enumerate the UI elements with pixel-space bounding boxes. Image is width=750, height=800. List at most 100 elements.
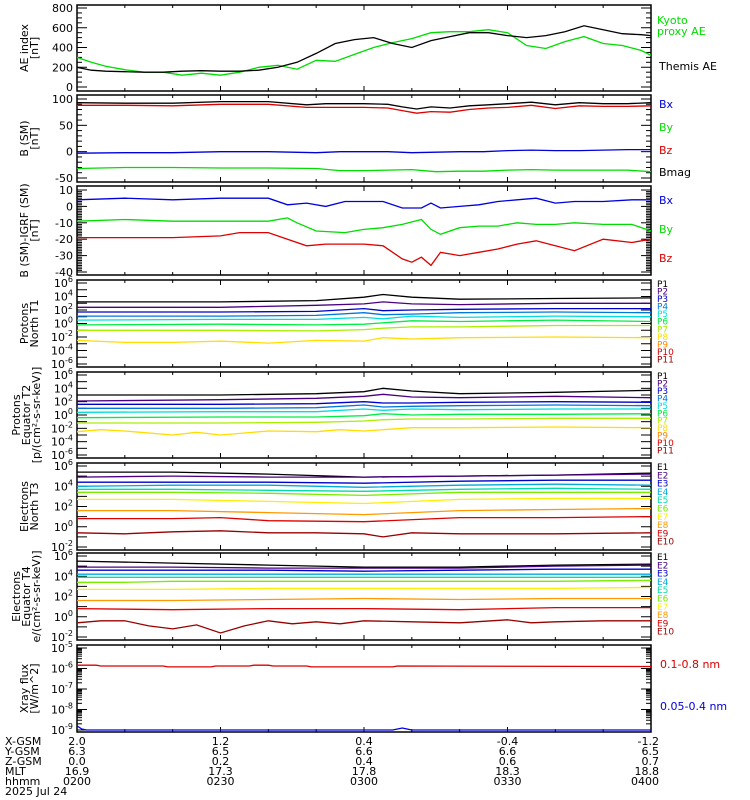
series-line-themis-ae: [77, 25, 651, 73]
legend-label: Kyoto: [657, 14, 688, 27]
series-line-e10: [77, 619, 651, 634]
series-line-e10: [77, 530, 651, 538]
y-tick-label: 104: [54, 380, 73, 395]
y-tick-label: 10-2: [51, 629, 73, 644]
legend-label: Bz: [659, 252, 673, 265]
x-tick-label: 6.6: [355, 745, 373, 758]
y-tick-label: -20: [55, 233, 73, 246]
series-line-p4: [77, 311, 651, 317]
y-tick-label: 104: [54, 289, 73, 304]
y-tick-label: 102: [54, 589, 73, 604]
legend-label: E6: [657, 595, 669, 605]
series-line-p5: [77, 408, 651, 413]
legend-label: E2: [657, 561, 668, 571]
x-tick-label: 16.9: [65, 765, 90, 778]
series-line-p7: [77, 324, 651, 332]
y-axis-label: North T1: [28, 300, 41, 348]
series-line-p1: [77, 293, 651, 303]
x-tick-label: 6.3: [68, 745, 86, 758]
panel-frame: [76, 4, 652, 92]
legend-label: P8: [657, 424, 668, 434]
legend-label: E4: [657, 488, 669, 498]
y-tick-label: 0: [66, 81, 73, 94]
y-axis-label: Equator T2: [20, 385, 33, 445]
legend-label: E3: [657, 480, 668, 490]
series-line-e8: [77, 507, 651, 516]
series-line-p8: [77, 336, 651, 344]
x-row-label: Y-GSM: [4, 745, 40, 758]
series-line-bz: [77, 103, 651, 114]
legend-label: E5: [657, 586, 668, 596]
legend-label: E7: [657, 603, 668, 613]
y-axis-label: North T3: [28, 483, 41, 531]
x-row-label: hhmm: [5, 775, 40, 788]
series-line-p5: [77, 315, 651, 321]
x-tick-label: -1.2: [638, 735, 659, 748]
x-tick-label: 0.6: [499, 755, 517, 768]
y-tick-label: 10-6: [51, 356, 73, 371]
legend-label: P5: [657, 402, 668, 412]
y-axis-label: B (SM): [18, 120, 31, 156]
series-line-p4: [77, 404, 651, 409]
y-tick-label: 10-7: [51, 681, 73, 696]
series-line-e8: [77, 597, 651, 602]
x-tick-label: 17.8: [352, 765, 377, 778]
x-tick-label: 17.3: [208, 765, 233, 778]
series-line-p2: [77, 393, 651, 402]
y-tick-label: -10: [55, 217, 73, 230]
legend-label: P2: [657, 288, 668, 298]
legend-label: proxy AE: [657, 25, 706, 38]
series-line-p7: [77, 417, 651, 424]
y-tick-label: 10-5: [51, 640, 73, 655]
y-axis-label: Protons: [18, 303, 31, 344]
y-tick-label: 102: [54, 302, 73, 317]
y-tick-label: 100: [54, 519, 73, 534]
legend-label: Bmag: [659, 166, 691, 179]
legend-label: By: [659, 223, 674, 236]
legend-label: E7: [657, 513, 668, 523]
y-tick-label: 106: [54, 458, 73, 473]
x-row-label: Z-GSM: [5, 755, 42, 768]
panel-bigrf: -40 -30 -20 -10 0 10 B (SM)-IGRF (SM)[nT] Bx By B…: [18, 183, 674, 279]
series-line-p6: [77, 319, 651, 326]
series-line-by: [77, 217, 651, 236]
series-line-e7: [77, 586, 651, 591]
series-line-e3: [77, 568, 651, 572]
legend-label: E5: [657, 496, 668, 506]
y-axis-label: [nT]: [28, 37, 41, 59]
y-tick-label: 100: [54, 609, 73, 624]
x-tick-label: 18.3: [495, 765, 520, 778]
x-tick-label: 18.8: [635, 765, 660, 778]
legend-label: E1: [657, 553, 668, 563]
legend-label: E9: [657, 619, 669, 629]
y-tick-label: -40: [55, 266, 73, 279]
series-line-kyoto-proxy-ae: [77, 29, 651, 76]
series-line-bmag: [77, 100, 651, 110]
y-tick-label: 10-2: [51, 420, 73, 435]
series-line-e5: [77, 487, 651, 492]
x-tick-label: -0.4: [497, 735, 518, 748]
x-tick-label: 0300: [350, 775, 378, 788]
legend-label: E8: [657, 521, 669, 531]
legend-label: P4: [657, 303, 668, 313]
legend-label: P10: [657, 348, 674, 358]
x-tick-label: 0.4: [355, 735, 373, 748]
legend-label: P7: [657, 417, 668, 427]
y-tick-label: 106: [54, 548, 73, 563]
y-axis-label: Electrons: [10, 571, 23, 622]
legend-label: P7: [657, 325, 668, 335]
legend-label: P2: [657, 379, 668, 389]
y-tick-label: 600: [52, 22, 73, 35]
x-axis-annotations: X-GSM 2.0 1.2 0.4 -0.4 -1.2 Y-GSM 6.3 6.5 6.6 6.6 6…: [4, 735, 659, 798]
legend-label: P9: [657, 432, 668, 442]
y-tick-label: 10-2: [51, 539, 73, 554]
legend-label: E10: [657, 628, 674, 638]
legend-label: E6: [657, 505, 669, 515]
y-axis-label: [W/m^2]: [28, 663, 41, 713]
x-tick-label: 6.5: [212, 745, 230, 758]
legend-label: Themis AE: [658, 60, 717, 73]
y-tick-label: 0: [66, 200, 73, 213]
